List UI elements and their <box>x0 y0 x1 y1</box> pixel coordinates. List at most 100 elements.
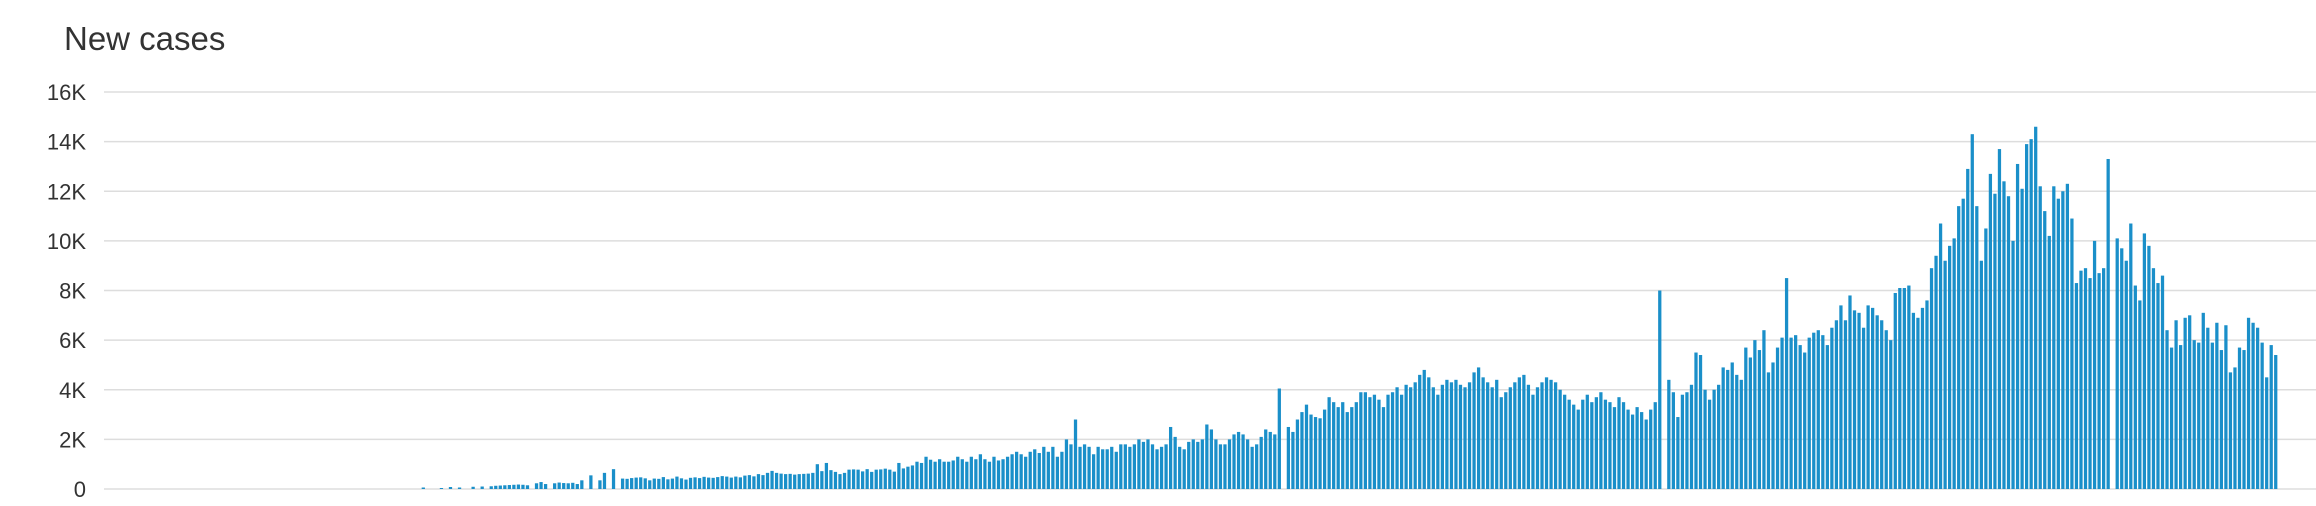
bar <box>2006 196 2011 489</box>
bar <box>1309 414 1313 489</box>
y-tick-label: 16K <box>47 80 86 105</box>
bar <box>2174 320 2178 489</box>
bar <box>1037 453 1041 489</box>
bar <box>1843 320 1848 489</box>
bar <box>1563 394 1567 489</box>
bar <box>1354 402 1358 489</box>
bar <box>1259 436 1263 489</box>
bar <box>1676 417 1680 489</box>
bar <box>1467 382 1472 489</box>
bar <box>879 469 883 489</box>
bar <box>1812 332 1816 489</box>
bar <box>1336 407 1340 489</box>
bar <box>1015 451 1019 489</box>
bar <box>2133 285 2137 489</box>
bar <box>1893 292 1897 489</box>
bar <box>1866 305 1870 489</box>
bar <box>1091 454 1096 489</box>
bar <box>661 477 665 489</box>
bar <box>2015 163 2020 489</box>
bar <box>969 456 973 489</box>
bar <box>1128 446 1132 489</box>
bar <box>1771 362 1775 489</box>
bar <box>1585 394 1589 489</box>
bar <box>480 486 484 489</box>
bar <box>1839 305 1843 489</box>
bar <box>1476 367 1481 489</box>
y-tick-label: 12K <box>47 179 86 204</box>
bar <box>1168 426 1173 489</box>
bar <box>625 478 629 489</box>
bar <box>1123 444 1127 489</box>
bar <box>1517 377 1521 489</box>
bar <box>1463 387 1467 489</box>
bar <box>1513 382 1517 489</box>
bar <box>1200 439 1204 490</box>
bar <box>1522 374 1526 489</box>
bar <box>2246 317 2251 489</box>
bar <box>580 480 584 489</box>
bar <box>611 469 616 489</box>
bar <box>1490 387 1494 489</box>
bar <box>693 477 697 489</box>
bar <box>1880 320 1884 489</box>
bars <box>421 126 2278 490</box>
bar <box>851 469 856 489</box>
bar <box>2142 233 2147 489</box>
bar <box>1390 392 1395 489</box>
bar <box>829 470 833 489</box>
bar <box>1064 439 1069 490</box>
bar <box>1082 444 1087 489</box>
bar <box>2274 355 2278 489</box>
bar <box>657 478 661 489</box>
bar <box>2074 283 2079 489</box>
bar <box>1486 382 1490 489</box>
bar <box>1132 444 1137 489</box>
bar <box>1884 330 1888 489</box>
bar <box>1961 198 1965 489</box>
bar <box>1359 392 1363 489</box>
bar <box>1268 431 1272 489</box>
bar <box>1409 387 1413 489</box>
bar <box>793 474 797 489</box>
bar <box>1762 330 1766 489</box>
bar <box>947 461 951 489</box>
bar <box>1757 350 1762 489</box>
bar <box>2056 198 2060 489</box>
bar <box>847 469 851 489</box>
bar <box>1227 439 1232 490</box>
bar <box>503 485 507 489</box>
bar <box>1141 441 1146 489</box>
bar <box>1852 310 1857 489</box>
bar <box>2029 139 2033 489</box>
bar <box>1458 384 1463 489</box>
bar <box>1726 369 1730 489</box>
bar <box>1943 260 1947 489</box>
bar <box>1504 392 1508 489</box>
bar <box>1979 260 1983 489</box>
bar <box>870 471 874 489</box>
bar <box>643 478 647 489</box>
bar <box>933 461 937 489</box>
bar <box>770 470 774 489</box>
bar <box>1300 412 1304 489</box>
bar <box>1427 377 1431 489</box>
bar <box>1327 397 1331 489</box>
bar <box>566 483 570 489</box>
bar <box>1698 355 1703 489</box>
bar <box>1938 223 1943 489</box>
bar <box>2197 342 2201 489</box>
bar <box>1372 394 1377 489</box>
bar <box>2097 273 2101 489</box>
bar <box>521 484 525 489</box>
bar <box>2192 340 2196 490</box>
bar <box>1159 446 1164 489</box>
bar <box>1748 357 1752 489</box>
bar <box>1621 402 1626 489</box>
bar <box>1214 439 1218 490</box>
bar <box>996 460 1001 489</box>
bar <box>598 480 602 489</box>
bar <box>1295 419 1300 489</box>
bar <box>2147 245 2151 489</box>
